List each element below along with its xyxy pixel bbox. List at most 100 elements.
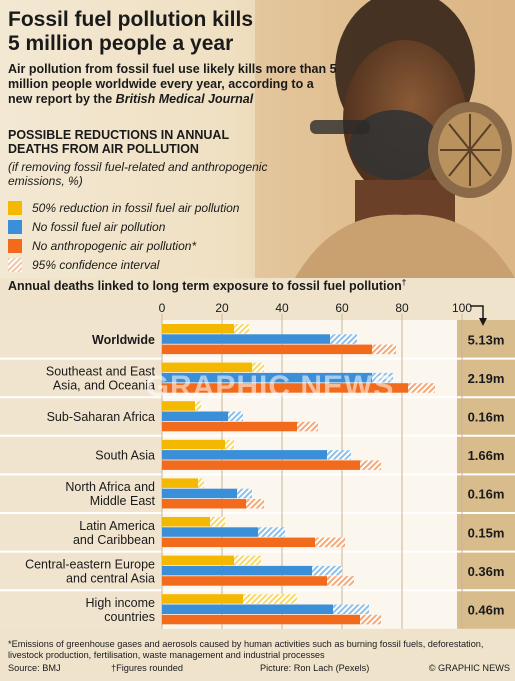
- category-label: Southeast and East: [46, 364, 156, 378]
- bar: [162, 450, 327, 460]
- total-value: 0.36m: [468, 564, 505, 579]
- category-label: Asia, and Oceania: [53, 378, 155, 392]
- intro-text: Air pollution from fossil fuel use likel…: [8, 62, 338, 107]
- confidence-band: [327, 576, 354, 586]
- category-label: Central-eastern Europe: [25, 557, 155, 571]
- confidence-band: [330, 334, 357, 344]
- page-title: Fossil fuel pollution kills 5 million pe…: [8, 8, 253, 56]
- subheading-line-2: DEATHS FROM AIR POLLUTION: [8, 142, 199, 156]
- total-value: 0.46m: [468, 603, 505, 618]
- category-label: countries: [104, 610, 155, 624]
- confidence-band: [297, 421, 318, 432]
- total-value: 0.16m: [468, 410, 505, 425]
- bar: [162, 488, 237, 499]
- bar: [162, 594, 243, 604]
- title-line-2: 5 million people a year: [8, 32, 234, 55]
- category-label: Middle East: [90, 494, 156, 508]
- category-label: South Asia: [95, 449, 155, 463]
- bar: [162, 401, 195, 411]
- bar: [162, 576, 327, 586]
- source-text: Source: BMJ: [8, 663, 61, 673]
- legend-item-no-fossil: No fossil fuel air pollution: [8, 217, 308, 236]
- confidence-band: [408, 383, 435, 393]
- chart-title: Annual deaths linked to long term exposu…: [8, 278, 406, 293]
- confidence-band: [234, 324, 249, 334]
- chart-title-text: Annual deaths linked to long term exposu…: [8, 279, 402, 294]
- chart-subheading: POSSIBLE REDUCTIONS IN ANNUAL DEATHS FRO…: [8, 128, 308, 156]
- total-value: 5.13m: [468, 332, 505, 347]
- category-label: Worldwide: [92, 333, 155, 347]
- confidence-band: [372, 344, 396, 355]
- legend-item-50pct: 50% reduction in fossil fuel air polluti…: [8, 198, 308, 217]
- category-label: and central Asia: [66, 571, 155, 585]
- legend-label: No fossil fuel air pollution: [32, 219, 166, 234]
- confidence-band: [252, 362, 264, 373]
- gas-mask-photo: [255, 0, 515, 278]
- source-line: Source: BMJ †Figures rounded Picture: Ro…: [8, 663, 510, 675]
- bar: [162, 614, 360, 625]
- bar: [162, 604, 333, 614]
- bar: [162, 324, 234, 334]
- confidence-band: [333, 604, 369, 614]
- arrow-head: [479, 318, 487, 326]
- confidence-band: [315, 537, 345, 548]
- total-value: 0.16m: [468, 487, 505, 502]
- total-value: 1.66m: [468, 448, 505, 463]
- confidence-band: [372, 372, 393, 383]
- bar: [162, 411, 228, 421]
- bar: [162, 362, 252, 373]
- footnote: *Emissions of greenhouse gases and aeros…: [8, 639, 484, 660]
- total-value: 0.15m: [468, 525, 505, 540]
- rounded-note: †Figures rounded: [111, 663, 184, 673]
- header-panel: Fossil fuel pollution kills 5 million pe…: [0, 0, 515, 278]
- confidence-band: [225, 439, 234, 450]
- legend-swatch-orange: [8, 238, 22, 253]
- category-label: High income: [86, 596, 156, 610]
- confidence-band: [234, 555, 261, 566]
- x-tick-label: 0: [159, 301, 166, 315]
- title-line-1: Fossil fuel pollution kills: [8, 8, 254, 31]
- subheading-line-1: POSSIBLE REDUCTIONS IN ANNUAL: [8, 128, 230, 142]
- confidence-band: [210, 517, 225, 527]
- bar: [162, 499, 246, 509]
- confidence-band: [246, 499, 264, 509]
- legend-swatch-blue: [8, 219, 22, 234]
- bar: [162, 537, 315, 548]
- category-label: North Africa and: [65, 480, 155, 494]
- legend-swatch-hatch: [8, 257, 22, 272]
- copyright: © GRAPHIC NEWS: [428, 663, 510, 673]
- x-tick-label: 60: [335, 301, 349, 315]
- intro-journal: British Medical Journal: [115, 92, 254, 106]
- bar: [162, 555, 234, 566]
- bar: [162, 421, 297, 432]
- category-label: Latin America: [79, 519, 155, 533]
- bar: [162, 334, 330, 344]
- category-label: Sub-Saharan Africa: [47, 410, 155, 424]
- x-tick-label: 100: [452, 301, 472, 315]
- x-tick-label: 20: [215, 301, 229, 315]
- legend-item-no-anthropogenic: No anthropogenic air pollution*: [8, 236, 308, 255]
- confidence-band: [237, 488, 252, 499]
- bar: [162, 565, 312, 576]
- arrow-line: [470, 305, 484, 322]
- confidence-band: [228, 411, 243, 421]
- legend-swatch-yellow: [8, 200, 22, 215]
- bar: [162, 439, 225, 450]
- confidence-band: [327, 450, 351, 460]
- confidence-band: [198, 478, 204, 488]
- bar: [162, 460, 360, 470]
- picture-credit: Picture: Ron Lach (Pexels): [260, 663, 370, 673]
- total-value: 2.19m: [468, 371, 505, 386]
- confidence-band: [258, 527, 285, 537]
- bar: [162, 372, 372, 383]
- watermark: GRAPHIC NEWS: [145, 370, 395, 403]
- legend-label: No anthropogenic air pollution*: [32, 238, 197, 253]
- bar: [162, 383, 408, 393]
- x-tick-label: 40: [275, 301, 289, 315]
- bar: [162, 344, 372, 355]
- legend-item-confidence: 95% confidence interval: [8, 255, 308, 274]
- bar: [162, 478, 198, 488]
- confidence-band: [243, 594, 297, 604]
- intro-body: Air pollution from fossil fuel use likel…: [8, 62, 337, 106]
